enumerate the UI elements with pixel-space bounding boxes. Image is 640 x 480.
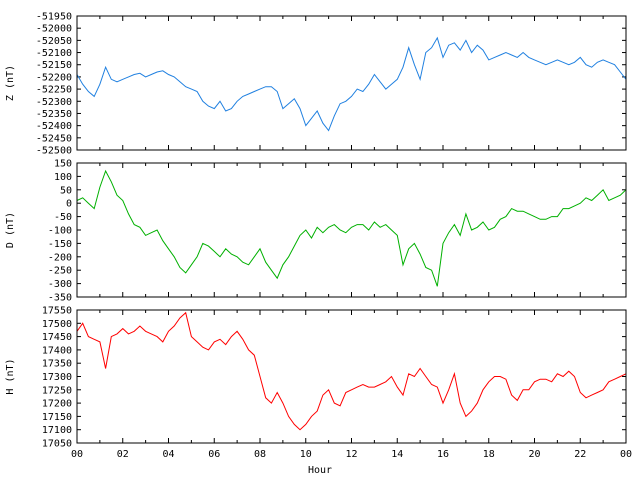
- y-axis-label: Z (nT): [5, 65, 16, 101]
- y-tick-label: 100: [54, 172, 72, 183]
- y-tick-label: -51950: [36, 12, 72, 23]
- y-tick-label: 17400: [42, 345, 72, 356]
- y-tick-label: 150: [54, 159, 72, 170]
- y-tick-label: -52000: [36, 24, 72, 35]
- y-tick-label: -52400: [36, 121, 72, 132]
- y-tick-label: -300: [48, 279, 72, 290]
- x-tick-label: 00: [620, 449, 632, 460]
- series-line-h: [76, 311, 627, 431]
- panel-h: 17550 17500 17450 17400 17350 17300 17250 17200…: [5, 306, 632, 461]
- y-tick-label: -50: [54, 212, 72, 223]
- x-tick-label: 04: [162, 449, 174, 460]
- x-tick-label: 02: [117, 449, 129, 460]
- y-tick-label: 17450: [42, 332, 72, 343]
- x-tick-label: 20: [528, 449, 540, 460]
- y-tick-label: 17250: [42, 385, 72, 396]
- y-tick-label: 17550: [42, 306, 72, 317]
- y-tick-label: -52150: [36, 60, 72, 71]
- y-tick-label: 17150: [42, 412, 72, 423]
- y-tick-label: 17200: [42, 399, 72, 410]
- y-tick-label: -350: [48, 293, 72, 304]
- y-tick-label: 50: [60, 185, 72, 196]
- y-axis-label: D (nT): [5, 212, 16, 248]
- y-tick-label: -52050: [36, 36, 72, 47]
- y-tick-label: 17300: [42, 372, 72, 383]
- x-axis-label: Hour: [308, 465, 332, 476]
- x-tick-label: 12: [345, 449, 357, 460]
- x-tick-label: 16: [437, 449, 449, 460]
- y-tick-label: -100: [48, 226, 72, 237]
- panel-z: -51950-52000-52050-52100-52150-52200 -522…: [5, 12, 627, 157]
- y-tick-label: -52250: [36, 85, 72, 96]
- x-tick-label: 14: [391, 449, 403, 460]
- y-tick-label: 17050: [42, 439, 72, 450]
- y-tick-label: -250: [48, 266, 72, 277]
- y-tick-label: -52350: [36, 109, 72, 120]
- y-tick-label: -150: [48, 239, 72, 250]
- plot-frame: [76, 162, 627, 298]
- series-line-d: [76, 169, 627, 287]
- y-tick-label: 0: [66, 199, 72, 210]
- x-tick-label: 08: [254, 449, 266, 460]
- y-tick-label: -52450: [36, 133, 72, 144]
- y-axis-label: H (nT): [5, 358, 16, 394]
- x-tick-label: 00: [71, 449, 83, 460]
- plot-frame: [76, 309, 627, 444]
- x-tick-label: 06: [208, 449, 220, 460]
- series-line-z: [76, 36, 627, 132]
- plot-frame: [76, 15, 627, 151]
- x-tick-label: 22: [574, 449, 586, 460]
- y-tick-label: -52500: [36, 146, 72, 157]
- y-tick-label: -200: [48, 252, 72, 263]
- panel-d: 150 100 50 0 -50 -100 -150 -200 -250 -300 -350 D (n…: [5, 159, 627, 304]
- x-tick-label: 10: [300, 449, 312, 460]
- y-tick-label: -52100: [36, 48, 72, 59]
- y-tick-label: -52200: [36, 72, 72, 83]
- y-tick-label: -52300: [36, 97, 72, 108]
- y-tick-label: 17100: [42, 425, 72, 436]
- x-tick-label: 18: [483, 449, 495, 460]
- y-tick-label: 17350: [42, 359, 72, 370]
- y-tick-label: 17500: [42, 319, 72, 330]
